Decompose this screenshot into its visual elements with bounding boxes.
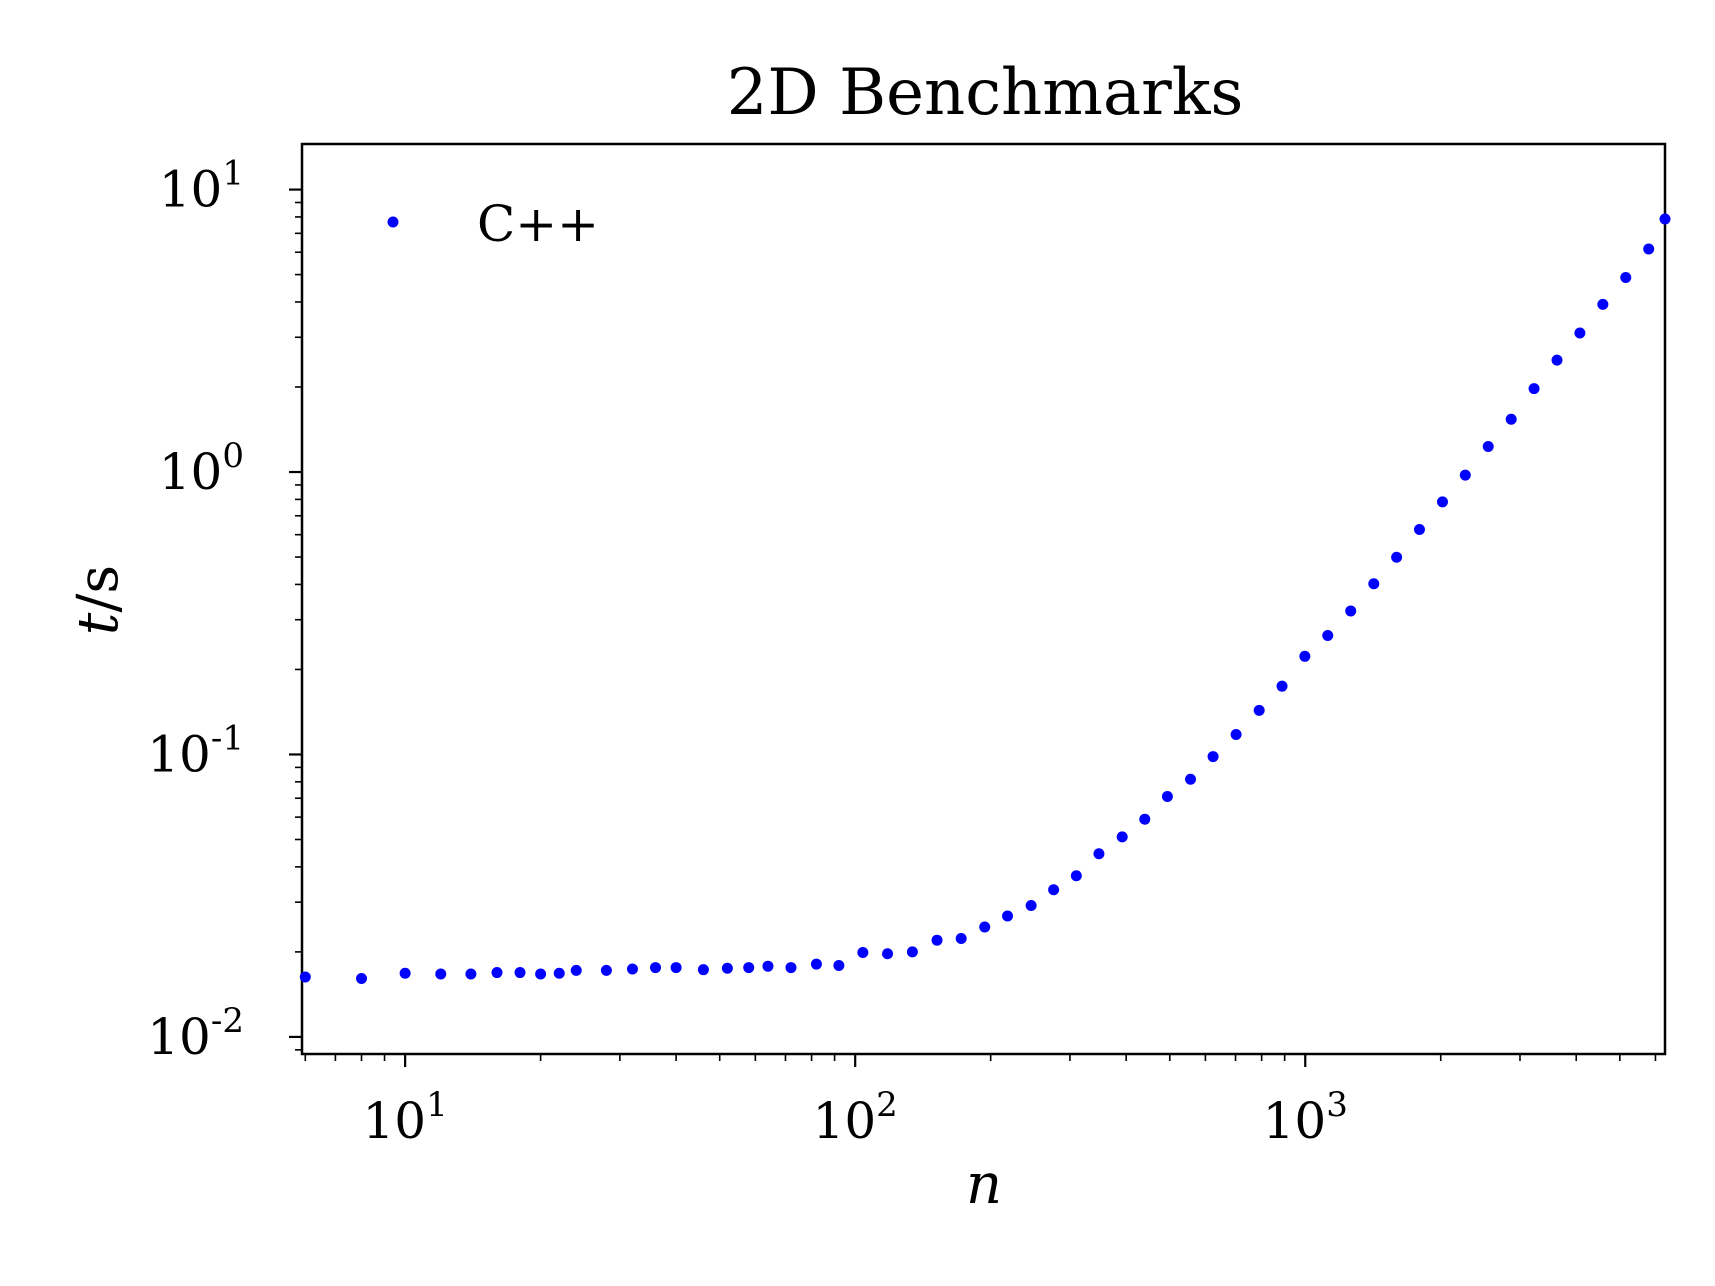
data-point (1276, 680, 1288, 692)
data-point (1505, 413, 1517, 425)
y-tick-label: 100 (159, 436, 244, 501)
data-point (1659, 213, 1671, 225)
data-point (1551, 354, 1563, 366)
data-point (1322, 629, 1334, 641)
data-point (1413, 524, 1425, 535)
data-point (931, 934, 943, 946)
data-point (435, 968, 447, 980)
data-point (785, 962, 797, 974)
data-point (1093, 848, 1105, 860)
data-point (1253, 704, 1265, 716)
data-point (1459, 469, 1471, 481)
data-point (955, 933, 967, 945)
x-minor-ticks (304, 1054, 1657, 1061)
data-point (857, 947, 869, 959)
data-point (762, 960, 774, 972)
data-point (1207, 751, 1219, 763)
data-point (1597, 298, 1609, 310)
x-axis-label: n (966, 1152, 1002, 1217)
data-point (570, 964, 582, 976)
data-point (1139, 813, 1151, 825)
data-point (1230, 728, 1242, 740)
data-point (1025, 899, 1037, 911)
data-point (1528, 383, 1540, 395)
data-point (1070, 870, 1082, 882)
svg-text:t/s: t/s (66, 565, 131, 635)
data-point (1299, 650, 1311, 662)
legend: C++ (387, 195, 599, 253)
chart-title: 2D Benchmarks (727, 56, 1244, 130)
data-point (979, 921, 991, 933)
data-point (1620, 271, 1632, 283)
data-point (1002, 910, 1014, 922)
data-point (399, 967, 411, 979)
data-point (721, 962, 733, 974)
data-point (491, 967, 503, 979)
data-point (514, 967, 526, 979)
x-axis-ticks: 101 102 103 (362, 1054, 1348, 1150)
y-axis-label-var: t (66, 612, 131, 635)
data-point (626, 963, 638, 975)
x-tick-label: 102 (813, 1085, 898, 1150)
data-point (906, 946, 918, 958)
series-points (299, 213, 1671, 984)
data-point (650, 962, 661, 974)
data-point (743, 962, 755, 974)
data-point (1436, 496, 1448, 508)
data-point (600, 964, 612, 976)
data-point (1185, 773, 1197, 785)
data-point (465, 968, 477, 980)
data-point (833, 960, 845, 971)
data-point (882, 948, 894, 960)
y-axis-label: t/s (66, 565, 131, 635)
data-point (553, 967, 565, 979)
data-point (535, 968, 547, 980)
y-axis-label-unit: /s (66, 565, 131, 613)
data-point (1116, 831, 1128, 843)
data-point (1391, 551, 1403, 563)
data-point (1345, 605, 1357, 617)
y-minor-ticks (295, 201, 302, 1051)
data-point (299, 971, 311, 983)
plot-area (300, 142, 1667, 1056)
data-point (1574, 327, 1586, 339)
legend-label: C++ (477, 195, 599, 253)
data-point (1482, 440, 1494, 452)
data-point (1643, 243, 1655, 255)
data-point (697, 964, 709, 976)
y-tick-label: 10-2 (147, 1001, 244, 1066)
y-tick-label: 101 (159, 154, 244, 219)
y-axis-ticks: 10-2 10-1 100 101 (147, 154, 302, 1066)
data-point (670, 962, 682, 974)
data-point (1048, 884, 1060, 896)
data-point (1368, 578, 1380, 590)
data-point (810, 958, 822, 970)
legend-marker (387, 216, 399, 228)
data-point (1161, 790, 1173, 802)
x-tick-label: 101 (362, 1085, 447, 1150)
y-tick-label: 10-1 (147, 718, 244, 783)
x-tick-label: 103 (1263, 1085, 1348, 1150)
data-point (356, 973, 368, 984)
